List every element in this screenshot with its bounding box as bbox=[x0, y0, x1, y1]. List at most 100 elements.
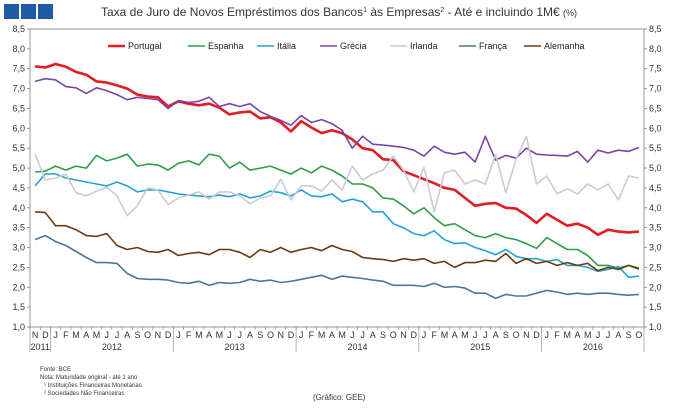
x-tick-label: A bbox=[370, 330, 376, 340]
y-tick-label-left: 3,5 bbox=[12, 223, 25, 233]
x-tick-label: D bbox=[288, 330, 295, 340]
x-tick-label: J bbox=[350, 330, 355, 340]
x-tick-label: A bbox=[247, 330, 253, 340]
x-tick-label: J bbox=[422, 330, 427, 340]
y-tick-label-right: 4,0 bbox=[649, 203, 662, 213]
x-tick-label: M bbox=[318, 330, 326, 340]
y-tick-label-right: 8,0 bbox=[649, 44, 662, 54]
y-tick-label-left: 6,5 bbox=[12, 103, 25, 113]
series-line-itlia bbox=[34, 173, 639, 279]
series-line-alemanha bbox=[35, 211, 640, 272]
y-tick-label-left: 7,5 bbox=[12, 64, 25, 74]
x-tick-label: N bbox=[155, 330, 162, 340]
y-tick-label-left: 3,0 bbox=[12, 243, 25, 253]
logo-square-1 bbox=[4, 4, 19, 19]
legend-label: França bbox=[479, 41, 507, 51]
x-tick-label: N bbox=[277, 330, 284, 340]
x-tick-label: S bbox=[626, 330, 632, 340]
legend-label: Irlanda bbox=[410, 41, 438, 51]
y-tick-label-left: 4,5 bbox=[12, 183, 25, 193]
series-line-portugal bbox=[34, 62, 640, 237]
chart-credit: (Gráfico: GEE) bbox=[313, 393, 366, 402]
x-tick-label: D bbox=[411, 330, 418, 340]
x-tick-label: D bbox=[533, 330, 540, 340]
series-line-grcia bbox=[34, 77, 640, 163]
y-tick-label-right: 7,5 bbox=[649, 64, 662, 74]
x-tick-label: J bbox=[115, 330, 120, 340]
legend-label: Grécia bbox=[340, 41, 367, 51]
y-tick-label-right: 1,5 bbox=[649, 302, 662, 312]
x-tick-label: J bbox=[299, 330, 304, 340]
x-tick-label: S bbox=[380, 330, 386, 340]
x-tick-label: M bbox=[216, 330, 224, 340]
x-tick-label: J bbox=[227, 330, 232, 340]
note-maturity: Nota: Maturidade original - até 1 ano bbox=[40, 375, 138, 381]
y-tick-label-right: 4,5 bbox=[649, 183, 662, 193]
x-tick-label: A bbox=[329, 330, 335, 340]
x-tick-label: J bbox=[360, 330, 365, 340]
x-tick-label: A bbox=[452, 330, 458, 340]
plot-area bbox=[34, 62, 640, 300]
x-tick-label: M bbox=[338, 330, 346, 340]
x-tick-label: O bbox=[635, 330, 642, 340]
x-tick-label: D bbox=[42, 330, 49, 340]
year-label: 2011 bbox=[31, 342, 50, 352]
y-tick-label-right: 1,0 bbox=[649, 322, 662, 332]
legend-label: Itália bbox=[277, 41, 296, 51]
legend: Portugal Espanha Itália Grécia Irlanda França… bbox=[108, 41, 585, 51]
y-tick-label-left: 6,0 bbox=[12, 123, 25, 133]
y-tick-label-left: 5,0 bbox=[12, 163, 25, 173]
axes: 1,0 1,0 1,5 1,5 2,0 2,0 2,5 2,5 3,0 3,0 3,5 3,5 4,0 4… bbox=[12, 24, 662, 352]
y-tick-label-left: 8,0 bbox=[12, 44, 25, 54]
x-tick-label: J bbox=[596, 330, 601, 340]
x-tick-label: J bbox=[473, 330, 478, 340]
x-tick-label: J bbox=[176, 330, 181, 340]
x-tick-label: N bbox=[400, 330, 407, 340]
x-tick-label: F bbox=[431, 330, 437, 340]
x-tick-label: F bbox=[554, 330, 560, 340]
x-tick-label: O bbox=[144, 330, 151, 340]
logo-square-3 bbox=[38, 4, 53, 19]
footnote-2: ² Sociedades Não Financeiras bbox=[44, 391, 125, 397]
x-tick-label: O bbox=[513, 330, 520, 340]
y-tick-label-left: 4,0 bbox=[12, 203, 25, 213]
logo-square-2 bbox=[21, 4, 36, 19]
year-label: 2014 bbox=[347, 342, 367, 352]
y-tick-label-right: 2,5 bbox=[649, 262, 662, 272]
x-tick-label: F bbox=[186, 330, 192, 340]
x-tick-label: N bbox=[523, 330, 530, 340]
x-tick-label: M bbox=[584, 330, 592, 340]
y-tick-label-right: 3,0 bbox=[649, 243, 662, 253]
y-tick-label-left: 2,5 bbox=[12, 262, 25, 272]
x-tick-label: M bbox=[441, 330, 449, 340]
series-line-irlanda bbox=[34, 135, 640, 217]
x-tick-label: J bbox=[238, 330, 243, 340]
footnote-1: ¹ Instituições Financeiras Monetárias bbox=[44, 383, 142, 389]
year-label: 2012 bbox=[102, 342, 122, 352]
y-tick-label-left: 1,5 bbox=[12, 302, 25, 312]
x-tick-label: M bbox=[564, 330, 572, 340]
x-tick-label: N bbox=[32, 330, 39, 340]
x-tick-label: F bbox=[309, 330, 315, 340]
x-tick-label: D bbox=[165, 330, 172, 340]
x-tick-label: M bbox=[93, 330, 101, 340]
y-tick-label-left: 2,0 bbox=[12, 282, 25, 292]
y-tick-label-right: 6,5 bbox=[649, 103, 662, 113]
x-tick-label: M bbox=[195, 330, 203, 340]
x-tick-label: S bbox=[503, 330, 509, 340]
x-tick-label: A bbox=[574, 330, 580, 340]
y-tick-label-right: 7,0 bbox=[649, 84, 662, 94]
y-tick-label-left: 8,5 bbox=[12, 24, 25, 34]
x-tick-label: F bbox=[63, 330, 69, 340]
series-line-frana bbox=[34, 234, 639, 300]
plot-frame bbox=[29, 28, 645, 328]
y-tick-label-right: 5,5 bbox=[649, 143, 662, 153]
x-tick-label: J bbox=[545, 330, 550, 340]
series-line-espanha bbox=[35, 153, 640, 271]
year-label: 2015 bbox=[470, 342, 490, 352]
x-tick-label: J bbox=[606, 330, 611, 340]
x-tick-label: J bbox=[53, 330, 58, 340]
legend-label: Alemanha bbox=[544, 41, 585, 51]
y-tick-label-left: 7,0 bbox=[12, 84, 25, 94]
x-tick-label: S bbox=[257, 330, 263, 340]
